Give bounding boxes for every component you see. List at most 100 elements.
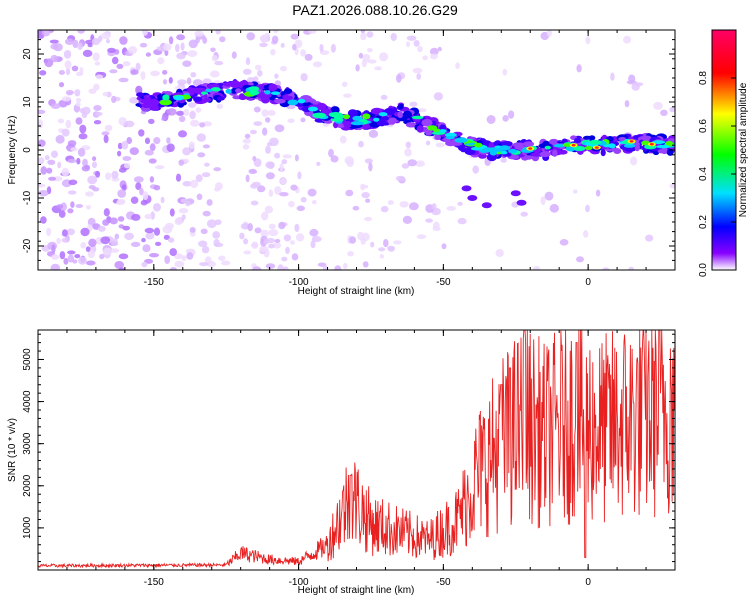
spectrogram-noise-cell — [46, 167, 53, 174]
spectrogram-ridge-cell — [145, 96, 152, 103]
spectrogram-noise-cell — [144, 227, 155, 234]
spectrogram-noise-cell — [345, 189, 354, 197]
spectrogram-noise-cell — [399, 201, 409, 208]
spectrogram-noise-cell — [520, 211, 528, 217]
spectrogram-noise-cell — [58, 210, 66, 218]
spectrogram-noise-cell — [87, 175, 98, 185]
spectrogram-noise-cell — [282, 266, 289, 270]
spectrogram-noise-cell — [259, 42, 268, 48]
spectrogram-noise-cell — [162, 70, 168, 75]
spectrogram-peak-cell — [411, 115, 424, 120]
spectrogram-peak-cell — [352, 115, 363, 121]
spectrogram-noise-cell — [349, 236, 357, 244]
spectrogram-noise-cell — [202, 210, 211, 217]
spectrogram-noise-cell — [122, 156, 132, 161]
spectrogram-noise-cell — [140, 199, 148, 206]
spectrogram-noise-cell — [200, 228, 208, 235]
spectrogram-noise-cell — [148, 118, 155, 125]
spectrogram-noise-cell — [81, 165, 91, 172]
spectrogram-ridge-cell — [460, 146, 467, 153]
colorbar-tick-label: 0.2 — [698, 215, 709, 229]
spectrogram-peak-cell — [544, 145, 551, 150]
spectrogram-noise-cell — [250, 200, 259, 206]
spectrogram-peak-cell — [312, 112, 327, 119]
spectrogram-noise-cell — [280, 65, 287, 72]
spectrogram-noise-cell — [65, 90, 74, 95]
spectrogram-peak-cell — [205, 88, 213, 92]
spectrogram-noise-cell — [153, 185, 161, 191]
spectrogram-noise-cell — [559, 239, 569, 246]
spectrogram-ridge-cell — [574, 137, 582, 144]
spectrogram-noise-cell — [407, 159, 417, 167]
spectrogram-noise-cell — [58, 70, 65, 75]
spectrogram-noise-cell — [188, 102, 196, 108]
spectrogram-noise-cell — [380, 94, 388, 100]
spectrogram-noise-cell — [417, 45, 423, 53]
spectrogram-noise-cell — [38, 119, 44, 129]
spectrogram-noise-cell — [160, 196, 165, 204]
spectrogram-noise-cell — [279, 192, 289, 197]
spectrogram-noise-cell — [168, 77, 173, 84]
spectrogram-noise-cell — [195, 174, 203, 182]
spectrogram-noise-cell — [362, 261, 369, 268]
spectrogram-noise-cell — [402, 215, 412, 224]
spectrogram-noise-cell — [253, 76, 259, 82]
spectrogram-noise-cell — [38, 109, 46, 114]
spectrogram-ridge-cell — [600, 149, 606, 157]
spectrogram-noise-cell — [374, 66, 382, 71]
spectrogram-noise-cell — [102, 247, 113, 256]
spectrogram-noise-cell — [109, 69, 118, 74]
spectrogram-peak-cell — [652, 140, 666, 145]
spectrogram-noise-cell — [610, 72, 615, 81]
spectrogram-noise-cell — [257, 70, 263, 77]
spectrogram-noise-cell — [178, 208, 189, 214]
spectrogram-noise-cell — [175, 173, 182, 182]
spectrogram-noise-cell — [122, 225, 130, 231]
spectrogram-noise-cell — [265, 145, 271, 154]
spectrogram-noise-cell — [135, 182, 142, 190]
spectrogram-noise-cell — [206, 199, 213, 206]
spectrogram-ylabel: Frequency (Hz) — [7, 116, 18, 185]
spectrogram-noise-cell — [282, 154, 292, 159]
spectrogram-noise-cell — [361, 232, 370, 242]
spectrogram-noise-cell — [576, 64, 582, 73]
spectrogram-branch-cell — [481, 202, 492, 209]
spectrogram-noise-cell — [278, 221, 286, 230]
spectrogram-noise-cell — [92, 52, 100, 62]
spectrogram-noise-cell — [429, 53, 438, 60]
spectrogram-noise-cell — [280, 42, 285, 48]
spectrogram-noise-cell — [239, 232, 245, 240]
spectrogram-noise-cell — [457, 201, 463, 206]
spectrogram-noise-cell — [185, 200, 191, 207]
spectrogram-noise-cell — [85, 246, 91, 252]
spectrogram-noise-cell — [645, 234, 654, 242]
spectrogram-noise-cell — [310, 240, 316, 249]
spectrogram-noise-cell — [82, 49, 93, 58]
spectrogram-noise-cell — [268, 243, 275, 249]
spectrogram-noise-cell — [210, 47, 216, 53]
spectrogram-ridge-cell — [239, 93, 245, 98]
spectrogram-noise-cell — [628, 266, 634, 270]
spectrogram-noise-cell — [455, 62, 460, 69]
spectrogram-noise-cell — [508, 110, 515, 119]
spectrogram-noise-cell — [62, 229, 68, 237]
spectrogram-noise-cell — [178, 159, 184, 166]
spectrogram-noise-cell — [64, 60, 72, 69]
spectrogram-noise-cell — [287, 118, 295, 124]
spectrogram-noise-cell — [379, 254, 385, 259]
spectrogram-noise-cell — [118, 267, 125, 270]
spectrogram-peak-cell — [584, 146, 593, 150]
spectrogram-noise-cell — [378, 247, 386, 252]
spectrogram-noise-cell — [65, 119, 72, 129]
spectrogram-peak-cell — [342, 114, 350, 120]
spectrogram-peak-cell — [427, 125, 438, 131]
spectrogram-noise-cell — [401, 163, 410, 169]
spectrogram-noise-cell — [365, 198, 371, 203]
spectrogram-noise-cell — [213, 238, 220, 247]
spectrogram-noise-cell — [585, 36, 591, 45]
spectrogram-noise-cell — [93, 83, 100, 91]
spectrogram-noise-cell — [61, 96, 71, 102]
spectrogram-noise-cell — [274, 152, 281, 159]
spectrogram-noise-cell — [124, 232, 134, 240]
spectrogram-noise-cell — [274, 73, 279, 79]
